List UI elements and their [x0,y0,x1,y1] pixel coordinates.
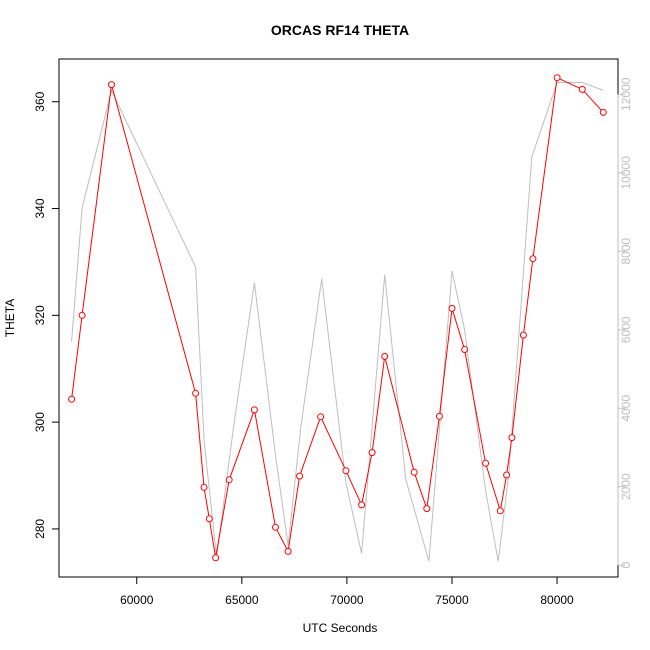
x-tick-label: 70000 [330,593,364,607]
theta-point [482,459,490,467]
theta-point [448,304,456,312]
theta-point [381,352,389,360]
theta-point [578,85,586,93]
y-tick-label: 360 [33,91,47,111]
theta-point [519,331,527,339]
x-tick-label: 60000 [120,593,154,607]
y-axis-label: THETA [3,299,17,337]
theta-point [435,412,443,420]
y-tick-label: 280 [33,519,47,539]
theta-point [108,81,115,89]
theta-point [68,395,76,403]
theta-point [200,483,208,491]
y2-tick-label: 8000 [619,238,633,265]
theta-point [205,515,213,523]
theta-point [212,554,220,562]
theta-point [78,311,86,319]
x-tick-label: 75000 [435,593,469,607]
y-tick-label: 340 [33,198,47,218]
y2-tick-label: 10000 [619,156,633,190]
y2-tick-label: 2000 [619,473,633,500]
theta-point [529,255,537,263]
chart-title: ORCAS RF14 THETA [271,22,409,38]
theta-line [71,76,604,558]
y2-tick-label: 4000 [619,395,633,422]
x-axis-label: UTC Seconds [303,621,378,635]
theta-point [317,413,325,421]
theta-point [423,505,431,513]
x-tick-label: 80000 [540,593,574,607]
theta-point [496,507,504,515]
altitude-line [71,82,604,562]
theta-point [284,547,292,555]
y2-tick-label: 0 [619,562,633,569]
y-tick-label: 300 [33,412,47,432]
theta-point [599,108,607,116]
theta-point [508,434,516,442]
theta-point [410,468,418,476]
theta-point [272,523,279,531]
theta-point [296,472,304,480]
theta-point [461,346,469,353]
axes-layer: 60000 65000 70000 75000 80000280300320340360… [33,77,633,607]
theta-point [342,467,350,475]
theta-point [250,406,258,414]
y-tick-label: 320 [33,305,47,325]
y2-tick-label: 6000 [619,316,633,343]
theta-point [358,501,366,509]
plot-frame [58,58,619,578]
series-layer [68,74,607,562]
theta-point [553,74,561,82]
theta-point [192,389,200,397]
x-tick-label: 65000 [225,593,259,607]
theta-point [503,471,511,479]
theta-point [368,449,376,457]
y2-tick-label: 12000 [619,77,633,111]
theta-point [225,476,233,484]
